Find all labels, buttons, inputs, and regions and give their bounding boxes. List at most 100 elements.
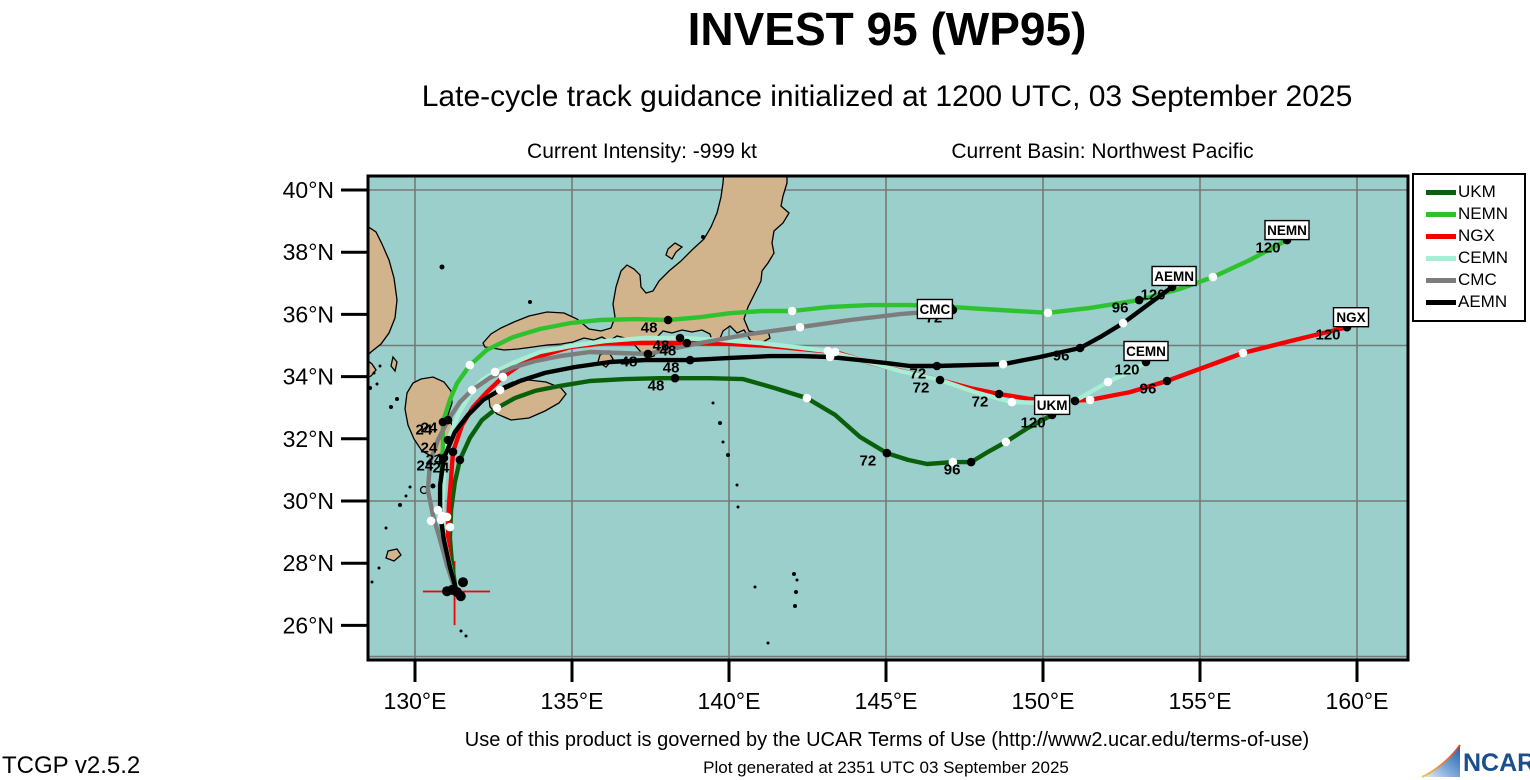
hour-label-NEMN-96: 96 [1112,300,1129,317]
lat-tick-label: 34°N [283,364,334,390]
hour-label-UKM-120: 120 [1021,414,1046,431]
island-dot [792,572,796,576]
lon-tick-label: 150°E [1012,688,1075,714]
legend-item-label: AEMN [1458,292,1508,311]
island-dot [464,634,468,638]
coastline [665,242,684,260]
waypoint-AEMN-84h [998,359,1008,369]
island-dot [721,440,725,444]
island-dot [389,405,393,409]
hour-label-UKM-96: 96 [944,462,961,479]
island-dot [395,397,399,401]
waypoint-AEMN-48h [685,355,695,365]
island-dot [701,235,705,239]
island-dot [718,421,722,425]
ocean [368,176,1408,660]
waypoint-UKM-36h [492,403,502,413]
svg-text:NEMN: NEMN [1267,223,1307,238]
coastline [385,548,402,562]
start-dot [458,577,468,588]
island-dot [795,578,799,582]
lon-tick-label: 135°E [541,688,604,714]
current-intensity-label: Current Intensity: -999 kt [527,140,757,163]
island-dot [377,566,381,570]
waypoint-AEMN-96h [1075,343,1085,353]
waypoint-UKM-24h [455,455,465,465]
hour-label-NEMN-48: 48 [641,320,658,337]
start-dot [442,586,452,597]
waypoint-CEMN-84h [1007,397,1017,407]
model-label-CMC: CMC [916,298,954,320]
track-AEMN [437,284,1175,596]
hour-label-UKM-24: 24 [433,459,450,476]
waypoint-CEMN-36h [490,367,500,377]
legend-item-AEMN: AEMN [1414,291,1524,313]
waypoint-UKM-12h [445,522,455,532]
waypoint-CEMN-72h [935,375,945,385]
legend-item-CMC: CMC [1414,269,1524,291]
track-NGX [445,325,1350,595]
waypoint-CEMN-48h [675,333,685,343]
island-dot [726,453,730,457]
waypoint-AEMN-108h [1118,318,1128,328]
waypoint-CEMN-96h [1070,396,1080,406]
island-dot [384,526,388,530]
current-basin-label: Current Basin: Northwest Pacific [951,140,1254,163]
page-title: INVEST 95 (WP95) [687,3,1087,55]
legend-item-UKM: UKM [1414,181,1524,203]
island-dot [398,503,402,507]
ncar-logo-text: NCAR [1463,749,1530,777]
ncar-logo: NCAR [1408,739,1530,780]
waypoint-UKM-84h [948,457,958,467]
hour-label-NGX-72: 72 [972,394,989,411]
hour-label-NEMN-24: 24 [416,422,433,439]
page-subtitle: Late-cycle track guidance initialized at… [421,80,1353,113]
hour-label-AEMN-48: 48 [663,360,680,377]
lat-tick-label: 26°N [283,612,334,638]
island-dot [372,371,376,375]
waypoint-NGX-36h [498,372,508,382]
island-dot [404,494,408,498]
version-label: TCGP v2.5.2 [2,752,141,779]
waypoint-CMC-12h [426,516,436,526]
island-dot [459,629,463,633]
waypoint-AEMN-60h [825,352,835,362]
island-dot [753,585,757,589]
waypoint-NGX-48h [682,338,692,348]
island-dot [793,604,797,608]
island-dot [375,382,379,386]
waypoint-AEMN-36h [495,385,505,395]
model-label-CEMN: CEMN [1123,340,1169,362]
ncar-swoosh-icon [1421,744,1461,778]
map-frame [366,174,1410,662]
model-label-AEMN: AEMN [1151,265,1197,287]
waypoint-AEMN-72h [932,361,942,371]
generated-timestamp: Plot generated at 2351 UTC 03 September … [703,758,1069,777]
waypoint-CEMN-24h [443,435,453,445]
lon-tick-label: 155°E [1169,688,1232,714]
hour-label-NGX-120: 120 [1315,327,1340,344]
hour-label-CMC-24: 24 [421,420,438,437]
hour-label-AEMN-120: 120 [1141,287,1166,304]
island-dot [408,485,412,489]
waypoint-AEMN-12h [436,515,446,525]
model-legend: UKM NEMN NGX CEMN CMC AEMN [1412,173,1526,322]
lon-tick-label: 145°E [855,688,918,714]
hour-label-UKM-48: 48 [648,378,665,395]
lat-tick-label: 38°N [283,239,334,265]
lat-tick-label: 40°N [283,177,334,203]
legend-line-swatch [1426,189,1456,195]
hour-label-NGX-24: 24 [426,451,443,468]
waypoint-NGX-72h [994,389,1004,399]
waypoint-UKM-108h [1001,437,1011,447]
hour-label-AEMN-96: 96 [1053,348,1070,365]
waypoint-UKM-60h [802,393,812,403]
waypoint-NEMN-36h [465,360,475,370]
lat-tick-label: 36°N [283,301,334,327]
legend-item-label: NGX [1458,226,1495,245]
svg-text:NGX: NGX [1336,310,1365,325]
model-label-UKM: UKM [1033,394,1071,416]
waypoint-NGX-108h [1238,348,1248,358]
waypoint-NEMN-48h [663,315,673,325]
